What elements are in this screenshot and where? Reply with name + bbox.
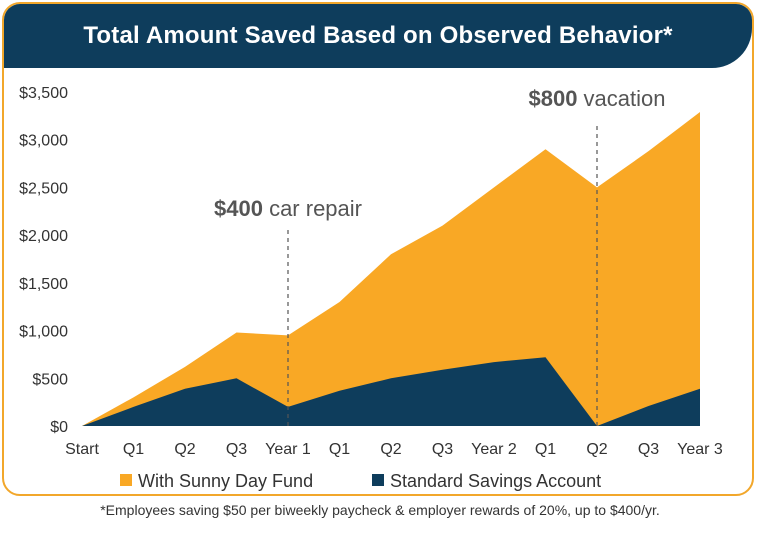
- area-series-0: [82, 112, 700, 426]
- x-tick-label-0: Start: [65, 441, 99, 458]
- footnote: *Employees saving $50 per biweekly paych…: [100, 502, 660, 518]
- legend-label-0: With Sunny Day Fund: [138, 471, 313, 491]
- y-tick-label-5: $2,500: [19, 180, 68, 197]
- x-tick-label-6: Q2: [380, 441, 401, 458]
- annotation-text-1: vacation: [577, 86, 665, 111]
- y-tick-label-4: $2,000: [19, 228, 68, 245]
- legend-label-1: Standard Savings Account: [390, 471, 601, 491]
- x-tick-label-10: Q2: [586, 441, 607, 458]
- annotation-label-0: $400 car repair: [214, 196, 362, 221]
- x-tick-label-7: Q3: [432, 441, 453, 458]
- x-tick-label-11: Q3: [638, 441, 659, 458]
- x-tick-label-3: Q3: [226, 441, 247, 458]
- x-tick-label-9: Q1: [535, 441, 556, 458]
- x-tick-label-2: Q2: [174, 441, 195, 458]
- annotation-amount-1: $800: [528, 86, 577, 111]
- annotation-amount-0: $400: [214, 196, 263, 221]
- y-tick-label-1: $500: [32, 371, 68, 388]
- y-tick-label-2: $1,000: [19, 324, 68, 341]
- y-tick-label-6: $3,000: [19, 133, 68, 150]
- y-tick-label-0: $0: [50, 419, 68, 436]
- x-tick-label-12: Year 3: [677, 441, 723, 458]
- chart-title: Total Amount Saved Based on Observed Beh…: [4, 4, 752, 68]
- legend-swatch-1: [372, 474, 384, 486]
- y-tick-label-3: $1,500: [19, 276, 68, 293]
- legend-swatch-0: [120, 474, 132, 486]
- x-tick-label-5: Q1: [329, 441, 350, 458]
- x-tick-label-1: Q1: [123, 441, 144, 458]
- annotation-label-1: $800 vacation: [528, 86, 665, 111]
- x-tick-label-4: Year 1: [265, 441, 311, 458]
- area-series-1: [82, 357, 700, 426]
- annotation-text-0: car repair: [263, 196, 362, 221]
- y-tick-label-7: $3,500: [19, 85, 68, 102]
- x-tick-label-8: Year 2: [471, 441, 517, 458]
